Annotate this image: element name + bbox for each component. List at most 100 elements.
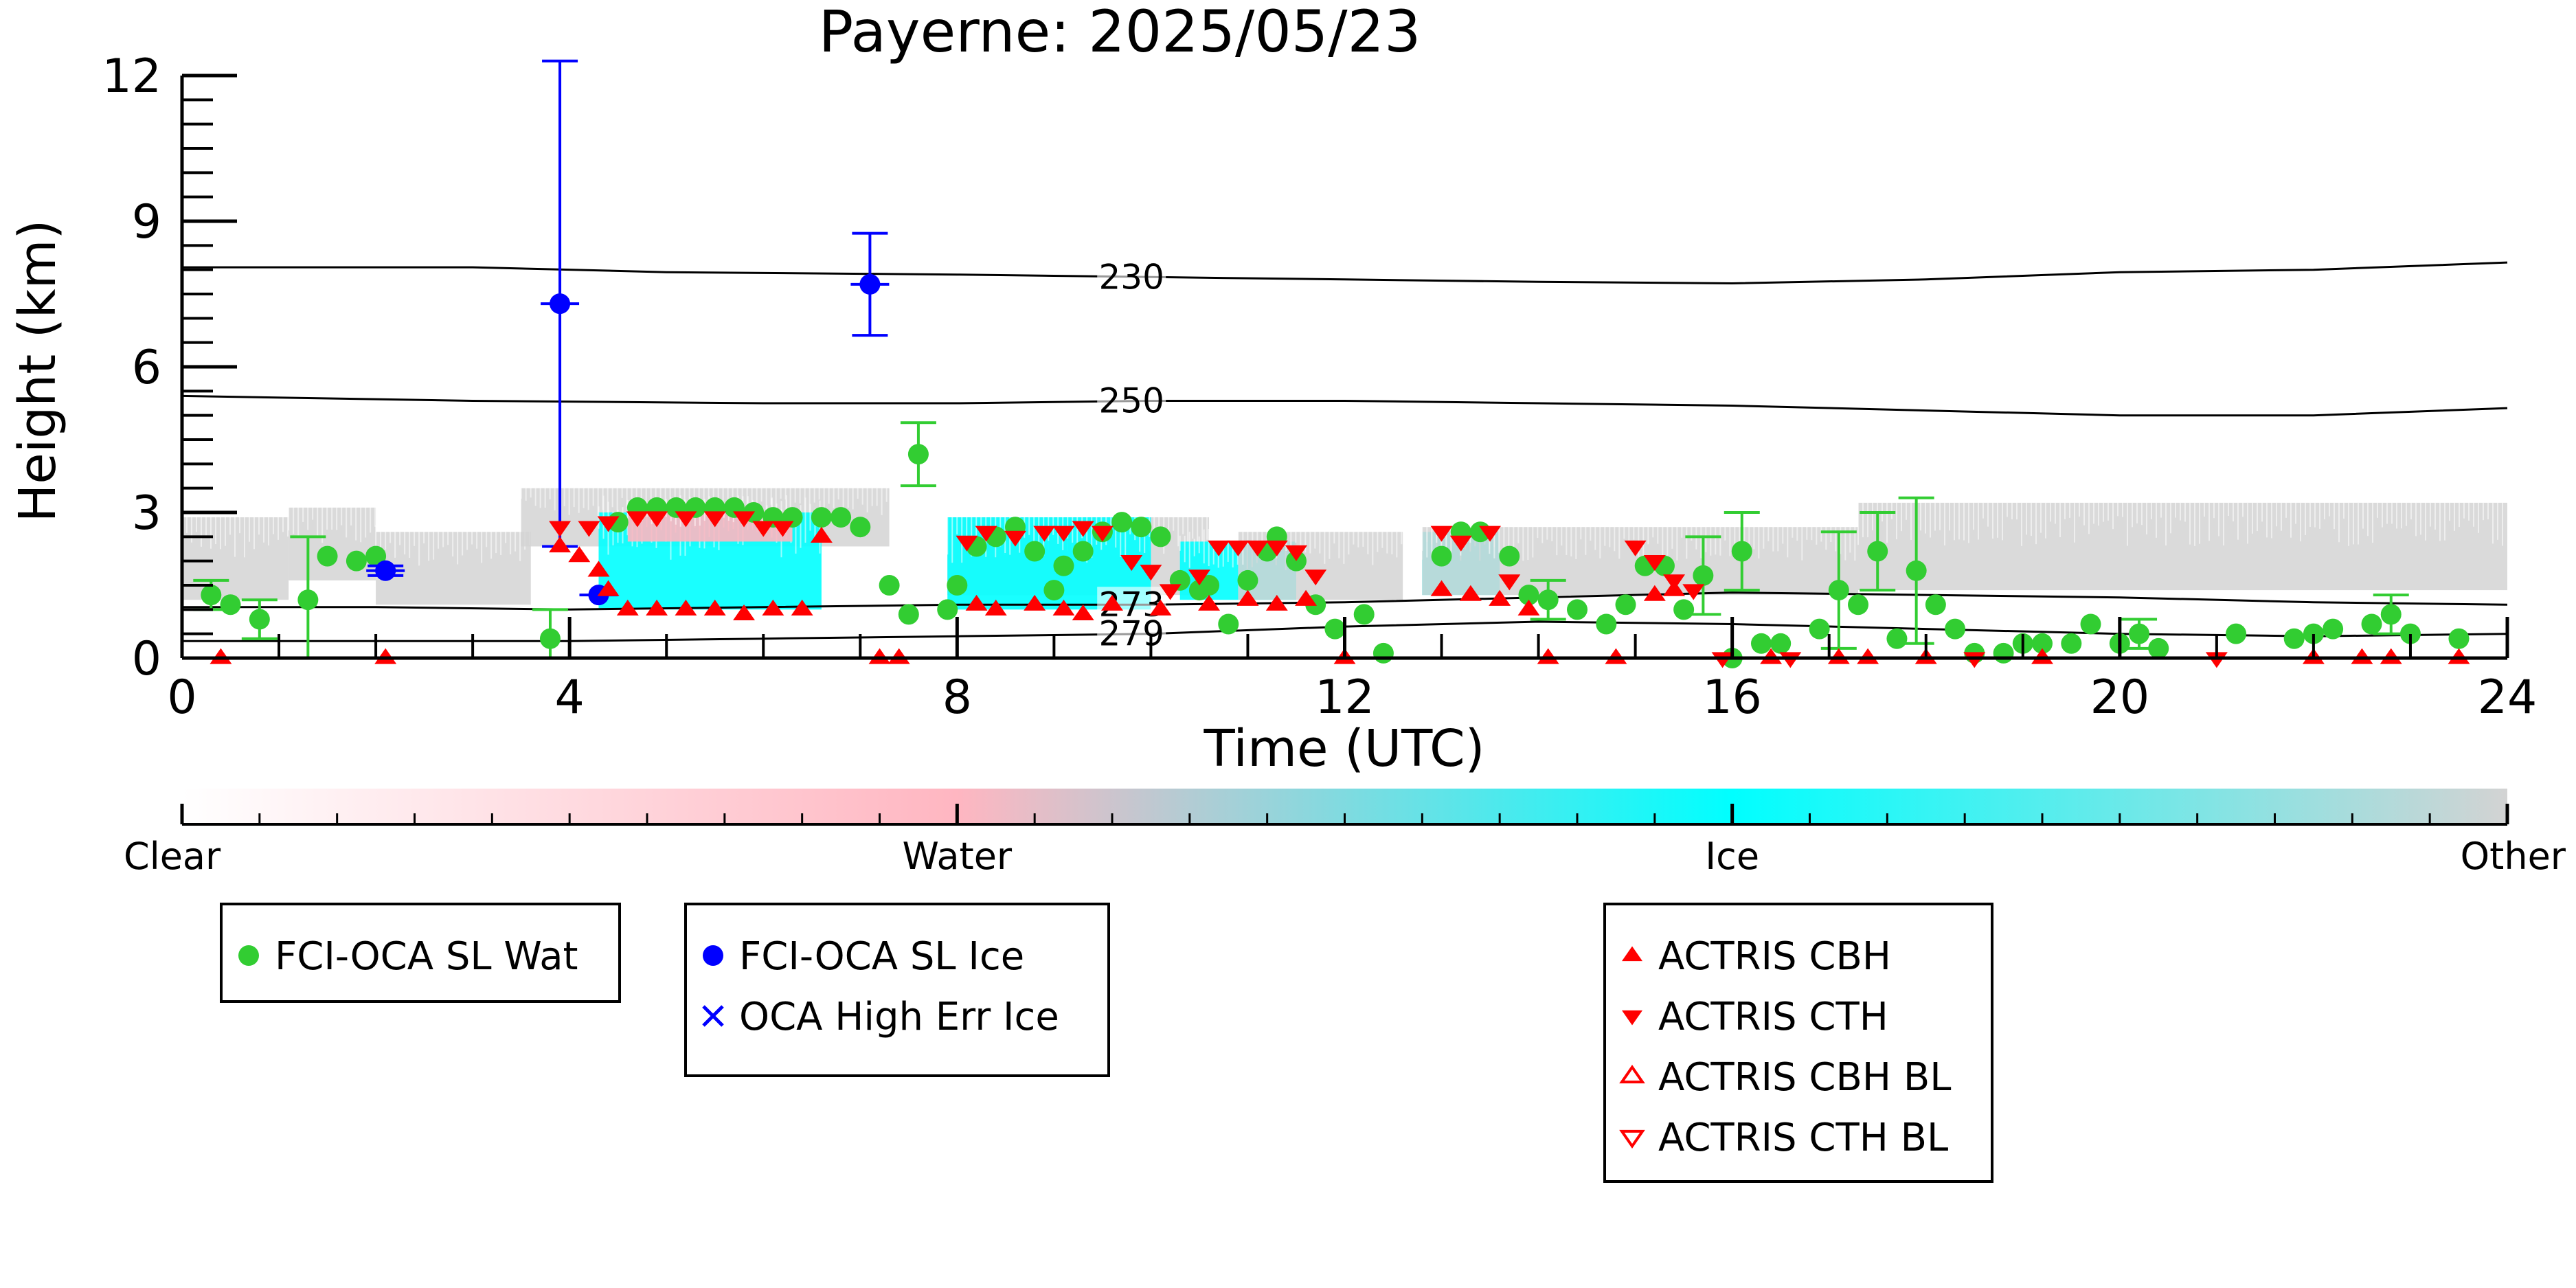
data-point [1295,589,1318,606]
data-point [762,599,784,615]
data-point [947,575,968,596]
data-point [1120,555,1143,572]
series-fci-oca-sl-ice [366,59,890,606]
data-point [1663,574,1686,591]
legend-box: ACTRIS CBH ACTRIS CTH ACTRIS CBH BL ACTRIS … [1603,903,1993,1183]
data-point [1945,618,1966,640]
data-point [1615,594,1636,615]
data-point [2448,648,2470,664]
y-tick-label: 6 [132,341,161,395]
legend-marker [238,945,259,966]
x-tick-label: 24 [2478,670,2538,725]
x-tick-label: 4 [555,670,585,725]
data-point [1673,599,1695,620]
data-point [2361,613,2382,635]
legend-label: ACTRIS CBH BL [1658,1055,1951,1100]
data-point [210,648,232,664]
data-point [597,516,620,532]
data-point [752,521,775,537]
colorbar-label: Other [2461,835,2566,878]
data-point [1324,618,1346,640]
data-point [937,599,958,620]
data-point [1498,574,1521,591]
data-point [1449,535,1472,552]
isotherm-label-bg [1097,615,1166,652]
legend-frame [1603,903,1993,1183]
data-point [317,545,338,567]
colorbar-label: Water [903,835,1013,878]
data-point [1489,589,1511,606]
data-point [1430,580,1453,596]
data-point [374,648,397,664]
data-markers [193,59,2470,668]
data-point [771,521,794,537]
data-point [1072,521,1094,537]
data-point [1711,652,1734,668]
series-fci-oca-sl-wat [193,421,2470,668]
x-tick-label: 0 [167,670,196,725]
data-point [1285,545,1307,561]
isotherm-label-bg [1097,383,1166,419]
y-tick-label: 0 [132,632,161,686]
data-point [791,599,813,615]
data-point [549,536,572,553]
data-point [1499,545,1520,567]
data-point [2148,637,2169,659]
data-point [956,535,978,552]
data-point [1867,541,1888,562]
data-point [1779,652,1802,668]
data-point [1809,618,1830,640]
data-point [1052,526,1075,542]
cloud-region-other [375,515,531,605]
data-point [1208,540,1230,556]
x-tick-label: 16 [1702,670,1762,725]
data-point [1033,526,1056,542]
data-point [675,599,697,615]
legend-label: FCI-OCA SL Ice [739,934,1024,979]
data-point [1828,580,1849,601]
isotherm-273 [182,591,2508,611]
data-point [703,511,726,528]
data-point [2129,623,2150,644]
data-point [1770,633,1792,654]
data-point [297,589,319,611]
data-point [646,511,668,528]
legends: FCI-OCA SL Wat FCI-OCA SL Ice OCA High Err… [220,903,1993,1183]
x-tick-label: 8 [942,670,972,725]
data-point [2226,623,2247,644]
data-point [1760,648,1783,664]
legend-item: ACTRIS CTH [1622,995,1888,1039]
data-point [1265,594,1288,611]
data-point [1111,512,1133,533]
data-point [597,580,620,596]
legend-label: ACTRIS CTH [1658,995,1888,1039]
data-point [1963,652,1986,668]
data-point [365,545,387,567]
cloud-region-fill [1858,502,2507,591]
data-point [2061,633,2082,654]
legend-label: OCA High Err Ice [739,995,1059,1039]
data-point [1140,565,1162,581]
data-point [539,628,561,649]
data-point [1188,569,1210,586]
chart-title: Payerne: 2025/05/23 [819,0,1421,65]
y-tick-label: 9 [132,195,161,249]
data-point [1024,541,1046,562]
data-point [733,605,756,621]
data-point [703,599,726,615]
data-point [1731,541,1752,562]
legend-marker [1619,1129,1645,1149]
data-point [1682,584,1705,600]
legend-item: FCI-OCA SL Wat [238,934,578,979]
data-point [1199,575,1220,596]
data-point [1149,599,1172,615]
data-point [1857,648,1879,664]
data-point [1624,540,1647,556]
data-point [201,585,222,606]
isotherm-label: 230 [1098,257,1164,297]
data-point [1372,642,1394,664]
data-point [1043,580,1065,601]
data-point [2303,623,2324,644]
legend-marker [703,945,723,966]
